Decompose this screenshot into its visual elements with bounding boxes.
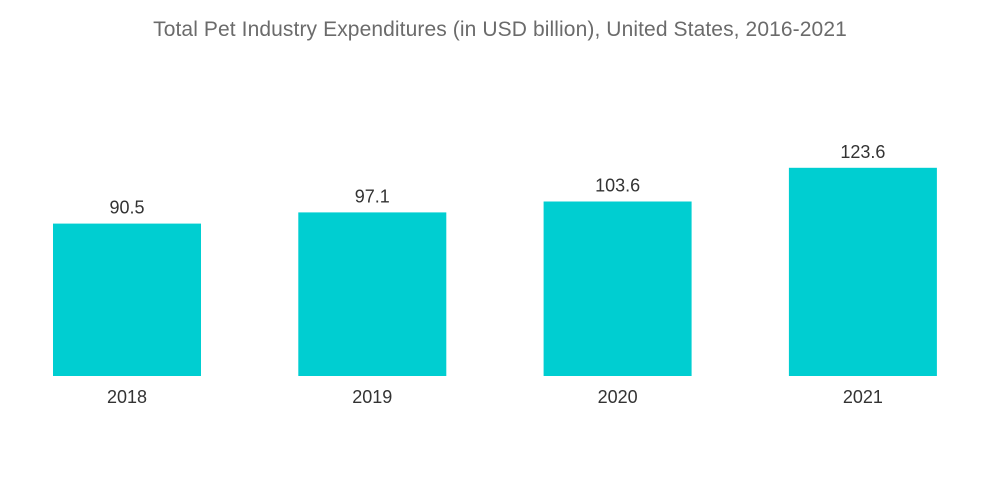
x-tick-label-2021: 2021 bbox=[843, 387, 883, 407]
value-label-2021: 123.6 bbox=[840, 142, 885, 162]
x-tick-label-2019: 2019 bbox=[352, 387, 392, 407]
chart-title: Total Pet Industry Expenditures (in USD … bbox=[153, 18, 847, 41]
value-label-2018: 90.5 bbox=[109, 198, 144, 218]
x-tick-label-2020: 2020 bbox=[598, 387, 638, 407]
value-labels-layer: 90.5 97.1 103.6 123.6 bbox=[109, 142, 885, 218]
bar-2021 bbox=[788, 167, 937, 376]
value-label-2019: 97.1 bbox=[355, 186, 390, 206]
x-axis-tick-labels: 2018 2019 2020 2021 bbox=[107, 387, 883, 407]
bar-2020 bbox=[543, 201, 692, 376]
value-label-2020: 103.6 bbox=[595, 176, 640, 196]
bar-2018 bbox=[53, 223, 201, 376]
bars-layer bbox=[53, 167, 937, 376]
bar-2019 bbox=[298, 212, 447, 376]
x-tick-label-2018: 2018 bbox=[107, 387, 147, 407]
